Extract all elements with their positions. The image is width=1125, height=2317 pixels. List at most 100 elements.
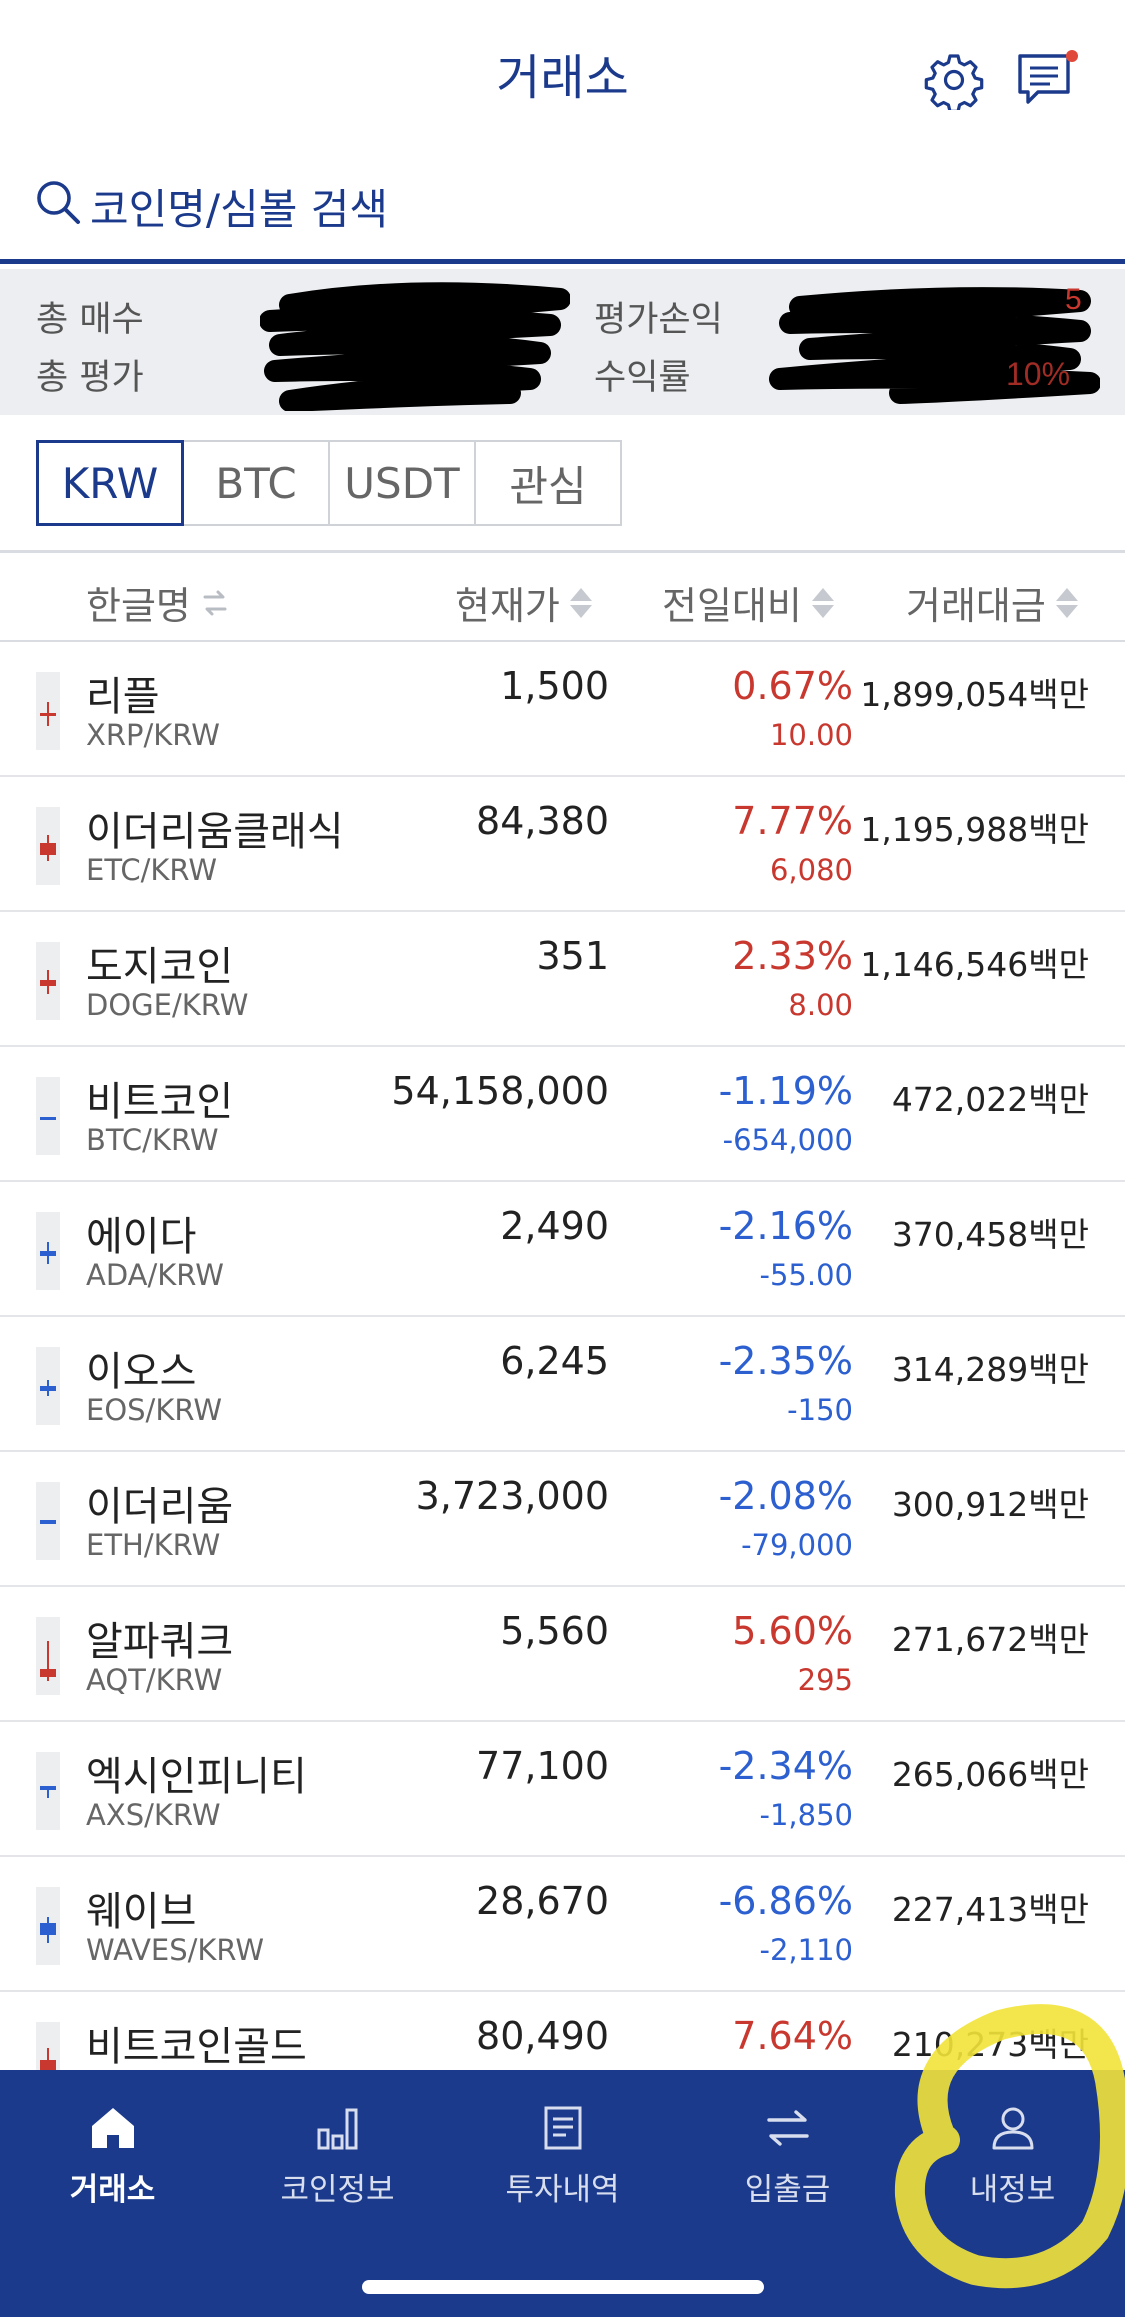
coin-price: 3,723,000 (415, 1474, 609, 1518)
home-icon (91, 2108, 134, 2148)
column-header: 한글명 현재가 전일대비 거래대금 (0, 550, 1125, 642)
mini-candle-icon (36, 1482, 60, 1560)
nav-investment-history[interactable]: 투자내역 (450, 2090, 675, 2210)
pnl-label: 평가손익 (594, 300, 723, 340)
price-column-label: 현재가 (455, 584, 560, 628)
coin-row-axs[interactable]: 엑시인피니티 AXS/KRW 77,100 -2.34% -1,850 265,… (0, 1722, 1125, 1857)
search-icon (37, 181, 80, 224)
change-percent: -1.19% (718, 1069, 853, 1113)
nav-exchange[interactable]: 거래소 (0, 2090, 225, 2210)
coin-symbol: WAVES/KRW (86, 1933, 265, 1967)
nav-label: 코인정보 (280, 2172, 395, 2208)
notification-dot-icon (1066, 50, 1078, 62)
trade-volume: 1,195,988백만 (860, 810, 1089, 849)
coin-name: 에이다 (86, 1214, 197, 1260)
page-title: 거래소 (496, 50, 629, 106)
sort-icon (811, 586, 834, 620)
coin-symbol: DOGE/KRW (86, 988, 249, 1022)
redaction-scribble (260, 282, 570, 411)
change-amount: 8.00 (788, 988, 853, 1022)
svg-text:10%: 10% (1006, 356, 1070, 392)
nav-label: 입출금 (744, 2172, 831, 2208)
coin-row-btg[interactable]: 비트코인골드 80,490 7.64% 210,273백만 (0, 1992, 1125, 2070)
coin-symbol: AQT/KRW (86, 1663, 223, 1697)
coin-symbol: BTC/KRW (86, 1123, 219, 1157)
nav-deposit-withdraw[interactable]: 입출금 (675, 2090, 900, 2210)
coin-name: 리플 (86, 674, 160, 720)
coin-row-eth[interactable]: 이더리움 ETH/KRW 3,723,000 -2.08% -79,000 30… (0, 1452, 1125, 1587)
change-percent: 0.67% (732, 664, 853, 708)
mini-candle-icon (36, 1077, 60, 1155)
message-icon[interactable] (1016, 50, 1080, 110)
coin-row-aqt[interactable]: 알파쿼크 AQT/KRW 5,560 5.60% 295 271,672백만 (0, 1587, 1125, 1722)
change-percent: 7.77% (732, 799, 853, 843)
coin-price: 1,500 (500, 664, 609, 708)
coin-row-ada[interactable]: 에이다 ADA/KRW 2,490 -2.16% -55.00 370,458백… (0, 1182, 1125, 1317)
mini-candle-icon (36, 2022, 60, 2070)
change-amount: -2,110 (759, 1933, 854, 1967)
volume-column-header[interactable]: 거래대금 (906, 575, 1078, 630)
name-column-header[interactable]: 한글명 (86, 575, 229, 630)
nav-label: 거래소 (69, 2172, 156, 2208)
coin-row-xrp[interactable]: 리플 XRP/KRW 1,500 0.67% 10.00 1,899,054백만 (0, 642, 1125, 777)
bar-chart-icon (317, 2108, 357, 2150)
coin-name: 웨이브 (86, 1889, 197, 1935)
nav-my-info[interactable]: 내정보 (900, 2090, 1125, 2210)
tab-usdt[interactable]: USDT (328, 440, 476, 526)
coin-price: 84,380 (476, 799, 609, 843)
trade-volume: 300,912백만 (891, 1485, 1089, 1524)
coin-symbol: ETC/KRW (86, 853, 218, 887)
coin-row-doge[interactable]: 도지코인 DOGE/KRW 351 2.33% 8.00 1,146,546백만 (0, 912, 1125, 1047)
nav-label: 투자내역 (505, 2172, 620, 2208)
coin-price: 54,158,000 (391, 1069, 609, 1113)
change-column-header[interactable]: 전일대비 (662, 575, 834, 630)
coin-row-eos[interactable]: 이오스 EOS/KRW 6,245 -2.35% -150 314,289백만 (0, 1317, 1125, 1452)
swap-icon (203, 590, 227, 615)
tab-krw[interactable]: KRW (36, 440, 184, 526)
total-eval-label: 총 평가 (36, 358, 144, 398)
coin-row-btc[interactable]: 비트코인 BTC/KRW 54,158,000 -1.19% -654,000 … (0, 1047, 1125, 1182)
tab-btc[interactable]: BTC (182, 440, 330, 526)
coin-name: 알파쿼크 (86, 1619, 234, 1665)
gear-icon[interactable] (924, 50, 984, 110)
coin-name: 비트코인골드 (86, 2024, 307, 2070)
coin-list: 리플 XRP/KRW 1,500 0.67% 10.00 1,899,054백만… (0, 642, 1125, 2070)
coin-row-etc[interactable]: 이더리움클래식 ETC/KRW 84,380 7.77% 6,080 1,195… (0, 777, 1125, 912)
trade-volume: 472,022백만 (891, 1080, 1089, 1119)
coin-row-waves[interactable]: 웨이브 WAVES/KRW 28,670 -6.86% -2,110 227,4… (0, 1857, 1125, 1992)
mini-candle-icon (36, 1752, 60, 1830)
transfer-icon (766, 2110, 809, 2146)
price-column-header[interactable]: 현재가 (455, 575, 592, 630)
volume-column-label: 거래대금 (906, 584, 1046, 628)
mini-candle-icon (36, 1347, 60, 1425)
tab-favorites[interactable]: 관심 (474, 440, 622, 526)
return-label: 수익률 (594, 358, 691, 398)
mini-candle-icon (36, 672, 60, 750)
coin-name: 이더리움클래식 (86, 809, 344, 855)
change-amount: 295 (797, 1663, 853, 1697)
total-buy-label: 총 매수 (36, 300, 144, 340)
trade-volume: 265,066백만 (891, 1755, 1089, 1794)
name-column-label: 한글명 (86, 584, 191, 628)
change-amount: 6,080 (769, 853, 853, 887)
user-icon (992, 2107, 1033, 2150)
change-amount: -79,000 (741, 1528, 853, 1562)
change-percent: -2.34% (718, 1744, 853, 1788)
search-bar[interactable]: 코인명/심볼 검색 (0, 160, 1125, 264)
coin-symbol: EOS/KRW (86, 1393, 222, 1427)
market-tabs: KRW BTC USDT 관심 (36, 440, 622, 526)
change-column-label: 전일대비 (662, 584, 802, 628)
coin-price: 80,490 (476, 2014, 609, 2058)
trade-volume: 1,899,054백만 (860, 675, 1089, 714)
change-percent: 7.64% (732, 2014, 853, 2058)
nav-label: 내정보 (969, 2172, 1056, 2208)
nav-coin-info[interactable]: 코인정보 (225, 2090, 450, 2210)
coin-symbol: ADA/KRW (86, 1258, 224, 1292)
coin-price: 351 (536, 934, 609, 978)
coin-name: 도지코인 (86, 944, 234, 990)
mini-candle-icon (36, 942, 60, 1020)
mini-candle-icon (36, 807, 60, 885)
coin-symbol: ETH/KRW (86, 1528, 221, 1562)
change-percent: -2.08% (718, 1474, 853, 1518)
coin-price: 5,560 (500, 1609, 609, 1653)
